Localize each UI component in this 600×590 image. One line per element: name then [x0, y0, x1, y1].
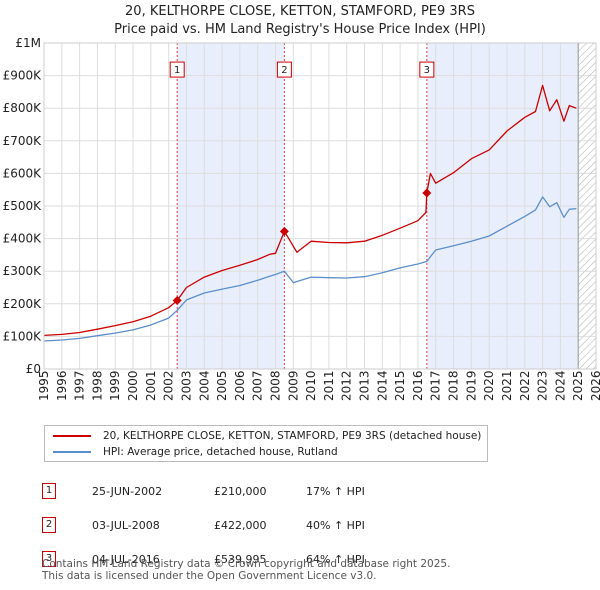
footer: Contains HM Land Registry data © Crown c…	[42, 558, 450, 582]
sale-label-box	[169, 61, 185, 78]
y-tick-label: £100K	[3, 329, 43, 343]
sale-date: 25-JUN-2002	[92, 484, 163, 498]
x-tick-label: 1999	[108, 370, 122, 401]
y-tick-label: £300K	[3, 264, 43, 278]
y-tick-label: £1M	[15, 36, 41, 50]
x-tick-label: 2022	[518, 370, 532, 401]
table-row: 2 03-JUL-2008 £422,000 40% ↑ HPI	[42, 508, 365, 542]
x-tick-label: 2016	[411, 370, 425, 401]
x-tick-label: 2008	[268, 370, 282, 401]
series-line-property	[43, 84, 577, 337]
sales-table: 1 25-JUN-2002 £210,000 17% ↑ HPI 2 03-JU…	[42, 474, 365, 576]
y-tick-label: £600K	[3, 166, 43, 180]
x-tick-label: 2018	[447, 370, 461, 401]
x-tick-label: 2014	[375, 370, 389, 401]
sale-number-badge: 1	[42, 483, 56, 499]
sale-point	[172, 296, 182, 306]
sale-label-box	[419, 61, 435, 78]
sale-date: 04-JUL-2016	[92, 552, 160, 566]
x-tick-label: 2023	[536, 370, 550, 401]
legend: 20, KELTHORPE CLOSE, KETTON, STAMFORD, P…	[44, 425, 488, 462]
x-tick-label: 2024	[553, 370, 567, 401]
sale-hpi-change: 64% ↑ HPI	[306, 552, 365, 566]
x-tick-label: 2004	[197, 370, 211, 401]
x-tick-label: 2025	[571, 370, 585, 401]
x-tick-label: 2021	[500, 370, 514, 401]
y-tick-label: £900K	[3, 69, 43, 83]
y-tick-label: £200K	[3, 297, 43, 311]
legend-label-hpi: HPI: Average price, detached house, Rutl…	[103, 446, 338, 458]
x-tick-label: 2019	[464, 370, 478, 401]
table-row: 3 04-JUL-2016 £539,995 64% ↑ HPI	[42, 542, 365, 576]
sale-price: £210,000	[214, 484, 267, 498]
sale-price: £539,995	[214, 552, 267, 566]
sale-label: 3	[424, 65, 430, 76]
sale-number-badge: 2	[42, 517, 56, 533]
sale-number-badge: 3	[42, 551, 56, 567]
y-tick-label: £700K	[3, 134, 43, 148]
x-tick-label: 2011	[322, 370, 336, 401]
x-tick-label: 1998	[90, 370, 104, 401]
sale-hpi-change: 40% ↑ HPI	[306, 518, 365, 532]
y-tick-label: £0	[26, 362, 41, 376]
x-tick-label: 2003	[179, 370, 193, 401]
series-line-hpi	[43, 196, 577, 342]
x-tick-label: 2007	[251, 370, 265, 401]
x-tick-label: 2002	[162, 370, 176, 401]
chart-subtitle: Price paid vs. HM Land Registry's House …	[114, 22, 486, 37]
legend-item-property: 20, KELTHORPE CLOSE, KETTON, STAMFORD, P…	[53, 428, 481, 444]
sale-date: 03-JUL-2008	[92, 518, 160, 532]
legend-swatch-property	[53, 435, 91, 437]
plot-frame	[43, 42, 597, 370]
x-tick-label: 2017	[429, 370, 443, 401]
x-tick-label: 1995	[37, 370, 51, 401]
sale-hpi-change: 17% ↑ HPI	[306, 484, 365, 498]
price-chart: £0 £100K £200K £300K £400K £500K £600K £700K £80…	[3, 36, 600, 401]
x-tick-label: 2026	[589, 370, 600, 401]
x-tick-label: 2012	[340, 370, 354, 401]
legend-swatch-hpi	[53, 451, 91, 453]
sale-point	[279, 226, 289, 236]
x-tick-label: 2013	[358, 370, 372, 401]
x-tick-label: 2015	[393, 370, 407, 401]
y-tick-label: £400K	[3, 232, 43, 246]
sale-label: 1	[174, 65, 180, 76]
x-tick-label: 2006	[233, 370, 247, 401]
x-tick-label: 2000	[126, 370, 140, 401]
footer-licence: This data is licensed under the Open Gov…	[42, 570, 377, 582]
sale-price: £422,000	[214, 518, 267, 532]
x-tick-label: 1996	[55, 370, 69, 401]
x-tick-label: 2005	[215, 370, 229, 401]
x-tick-label: 2001	[144, 370, 158, 401]
x-tick-label: 2009	[286, 370, 300, 401]
footer-copyright: Contains HM Land Registry data © Crown c…	[42, 558, 451, 570]
chart-title: 20, KELTHORPE CLOSE, KETTON, STAMFORD, P…	[125, 4, 475, 19]
x-tick-label: 1997	[73, 370, 87, 401]
y-tick-label: £500K	[3, 199, 43, 213]
sale-label: 2	[281, 65, 287, 76]
sale-point	[422, 188, 432, 198]
y-tick-label: £800K	[3, 101, 43, 115]
x-tick-label: 2010	[304, 370, 318, 401]
sale-label-box	[276, 61, 292, 78]
x-tick-label: 2020	[482, 370, 496, 401]
legend-item-hpi: HPI: Average price, detached house, Rutl…	[53, 444, 338, 460]
legend-label-property: 20, KELTHORPE CLOSE, KETTON, STAMFORD, P…	[103, 430, 482, 442]
table-row: 1 25-JUN-2002 £210,000 17% ↑ HPI	[42, 474, 365, 508]
